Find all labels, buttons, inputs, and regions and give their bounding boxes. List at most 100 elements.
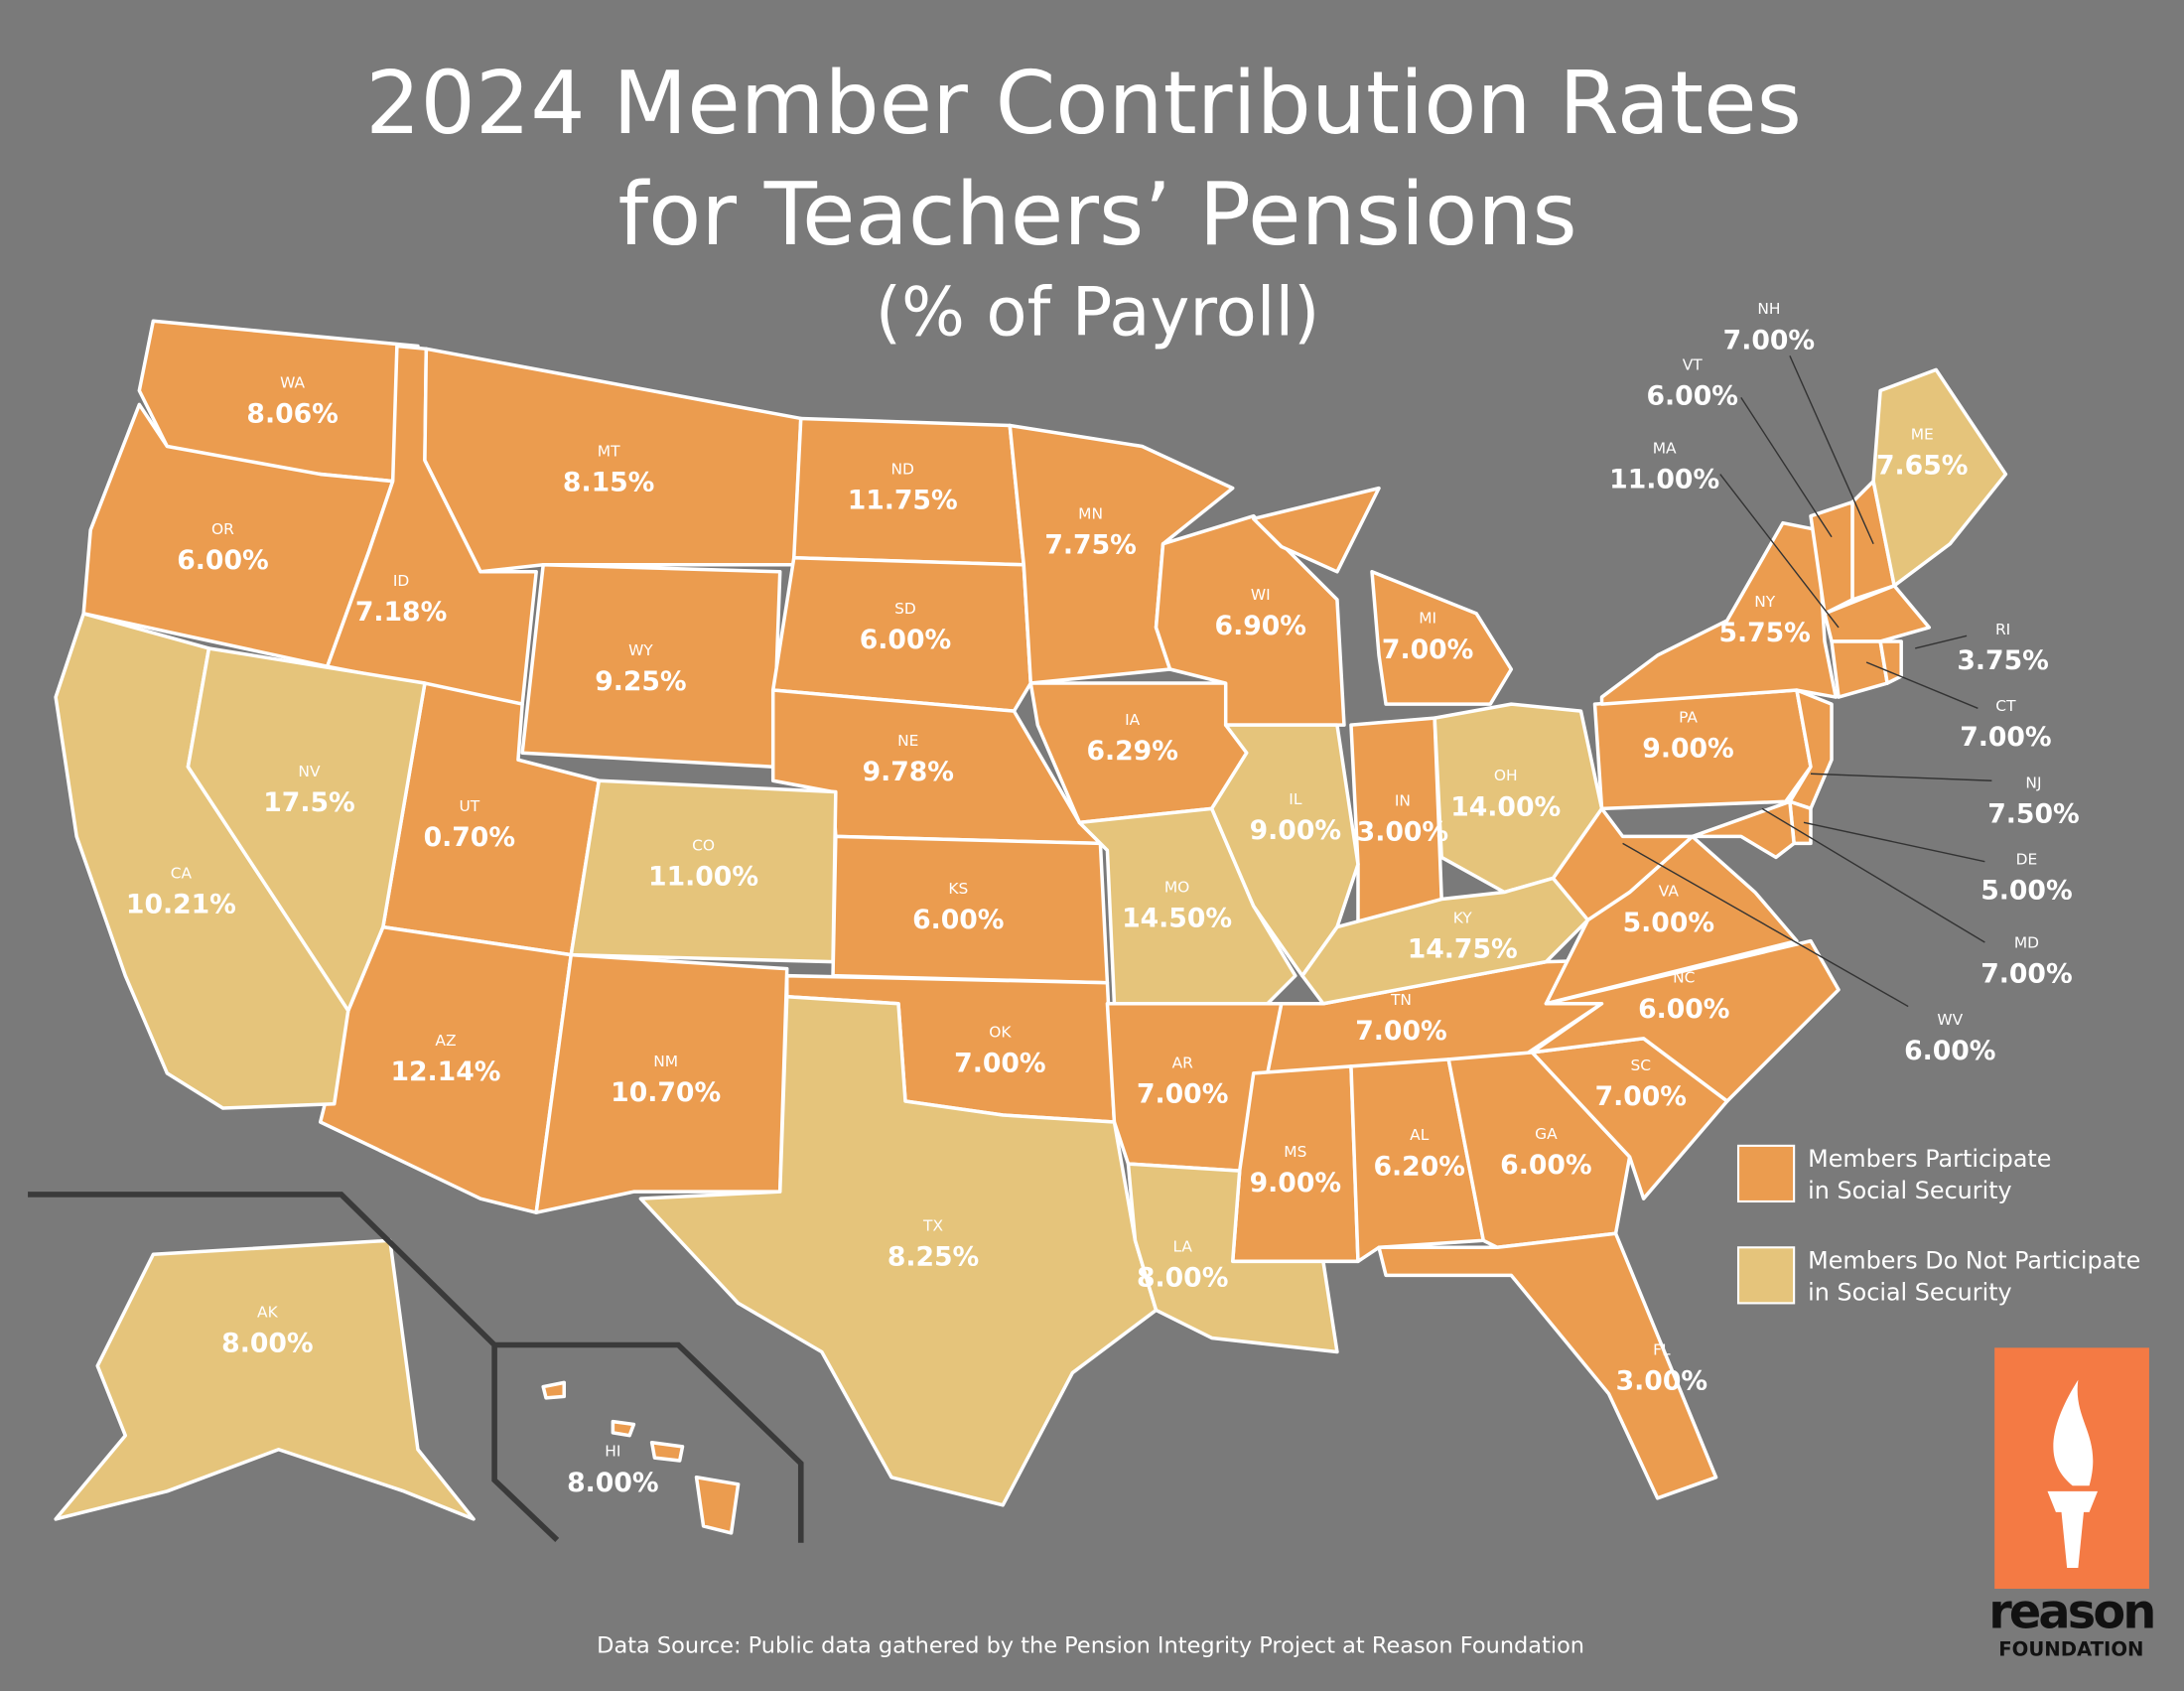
state-rate: 3.75% bbox=[1957, 645, 2048, 676]
state-rate: 10.70% bbox=[611, 1077, 721, 1108]
callout-line bbox=[1622, 842, 1909, 1008]
state-shape bbox=[1126, 1162, 1339, 1354]
state-rate: 17.5% bbox=[263, 787, 354, 818]
state-rate: 14.50% bbox=[1122, 904, 1232, 934]
state-rate: 5.00% bbox=[1980, 876, 2072, 907]
callout-line bbox=[1865, 661, 1979, 709]
logo-subtitle: FOUNDATION bbox=[1998, 1637, 2143, 1660]
title-line: 2024 Member Contribution Rates bbox=[365, 53, 1802, 154]
logo-name: reason bbox=[1988, 1585, 2153, 1639]
callout-line bbox=[1740, 397, 1833, 538]
state-abbr: NC bbox=[1673, 969, 1695, 987]
state-rate: 7.18% bbox=[355, 597, 447, 628]
state-abbr: MS bbox=[1284, 1143, 1306, 1161]
state-abbr: SC bbox=[1631, 1057, 1652, 1074]
state-abbr: LA bbox=[1172, 1237, 1192, 1255]
state-rate: 6.20% bbox=[1374, 1151, 1465, 1182]
state-abbr: MO bbox=[1164, 879, 1189, 897]
state-abbr: OH bbox=[1494, 767, 1518, 784]
source-note: Data Source: Public data gathered by the… bbox=[597, 1633, 1584, 1659]
logo-torch bbox=[2047, 1490, 2099, 1568]
state-abbr: HI bbox=[605, 1443, 620, 1461]
state-rate: 6.00% bbox=[177, 545, 268, 576]
state-rate: 7.00% bbox=[1355, 1016, 1446, 1047]
state-labels: WA 8.06% OR 6.00% ID 7.18% MT 8.15% WY 9.25% UT 0.7… bbox=[126, 300, 2080, 1498]
state-rate: 8.00% bbox=[221, 1329, 313, 1359]
state-abbr: NE bbox=[897, 732, 918, 750]
state-rate: 6.90% bbox=[1215, 611, 1306, 641]
state-shape bbox=[569, 778, 838, 964]
state-abbr: MI bbox=[1419, 610, 1436, 628]
state-rate: 5.00% bbox=[1623, 908, 1714, 938]
state-shape bbox=[1433, 702, 1604, 895]
state-abbr: NY bbox=[1754, 593, 1776, 611]
state-rate: 7.00% bbox=[1960, 722, 2051, 753]
state-abbr: WY bbox=[628, 641, 653, 659]
state-abbr: AZ bbox=[435, 1032, 456, 1050]
state-rate: 12.14% bbox=[390, 1057, 500, 1087]
state-abbr: KY bbox=[1453, 909, 1473, 926]
state-rate: 7.75% bbox=[1044, 530, 1136, 561]
state-rate: 3.00% bbox=[1357, 817, 1448, 848]
state-rate: 8.25% bbox=[887, 1242, 979, 1273]
state-abbr: CT bbox=[1995, 697, 2016, 715]
legend-label: in Social Security bbox=[1808, 1279, 2012, 1307]
legend-swatch bbox=[1736, 1144, 1796, 1203]
callout-line bbox=[1789, 355, 1874, 545]
state-rate: 14.75% bbox=[1408, 933, 1518, 964]
state-abbr: WV bbox=[1937, 1011, 1963, 1029]
state-abbr: WA bbox=[280, 374, 305, 392]
state-abbr: AK bbox=[257, 1303, 279, 1321]
state-rate: 6.29% bbox=[1086, 736, 1177, 767]
state-rate: 0.70% bbox=[424, 822, 515, 853]
state-rate: 9.25% bbox=[595, 666, 686, 697]
state-abbr: WI bbox=[1251, 586, 1271, 604]
legend: Members Participate in Social Security Mem… bbox=[1736, 1144, 2140, 1307]
state-shape bbox=[54, 1238, 476, 1521]
state-shape bbox=[1530, 938, 1841, 1103]
state-rate: 8.15% bbox=[563, 467, 654, 497]
state-abbr: ID bbox=[393, 572, 409, 590]
state-abbr: OK bbox=[989, 1023, 1012, 1041]
state-abbr: TX bbox=[922, 1216, 943, 1234]
state-rate: 11.00% bbox=[648, 861, 758, 892]
inset-border bbox=[494, 1341, 804, 1543]
state-abbr: VA bbox=[1659, 883, 1680, 901]
state-rate: 7.00% bbox=[1137, 1078, 1228, 1109]
state-rate: 6.00% bbox=[1904, 1036, 1995, 1066]
state-shape bbox=[1823, 584, 1931, 643]
state-shape bbox=[534, 952, 789, 1214]
state-rate: 9.78% bbox=[863, 757, 954, 787]
state-rate: 7.00% bbox=[1980, 959, 2072, 990]
state-rate: 11.00% bbox=[1609, 465, 1719, 495]
state-abbr: TN bbox=[1390, 991, 1412, 1009]
title-subline: (% of Payroll) bbox=[876, 272, 1320, 351]
state-abbr: MD bbox=[2014, 934, 2039, 952]
state-shape bbox=[1377, 1231, 1718, 1500]
state-rate: 7.50% bbox=[1987, 798, 2079, 829]
state-abbr: ME bbox=[1911, 426, 1934, 444]
state-shape bbox=[1349, 1057, 1486, 1264]
state-rate: 7.65% bbox=[1876, 451, 1968, 482]
state-abbr: CO bbox=[692, 836, 715, 854]
legend-label: Members Do Not Participate bbox=[1808, 1246, 2140, 1274]
state-rate: 6.00% bbox=[1647, 380, 1738, 411]
state-rate: 7.00% bbox=[1382, 634, 1473, 665]
state-abbr: CA bbox=[171, 864, 193, 882]
state-rate: 6.00% bbox=[1500, 1150, 1591, 1181]
state-abbr: NV bbox=[298, 763, 321, 780]
state-rate: 9.00% bbox=[1642, 733, 1733, 764]
state-abbr: FL bbox=[1653, 1340, 1671, 1358]
callout-line bbox=[1761, 807, 1985, 943]
legend-swatch bbox=[1736, 1246, 1796, 1305]
legend-label: Members Participate bbox=[1808, 1145, 2051, 1173]
state-shape bbox=[1690, 799, 1796, 860]
state-abbr: IA bbox=[1125, 711, 1141, 729]
state-abbr: NM bbox=[653, 1053, 678, 1070]
state-shape bbox=[186, 646, 427, 1013]
state-rate: 6.00% bbox=[1638, 994, 1729, 1025]
state-shape bbox=[770, 556, 1033, 713]
state-shape bbox=[1871, 367, 2008, 588]
state-shape bbox=[1300, 876, 1590, 1006]
